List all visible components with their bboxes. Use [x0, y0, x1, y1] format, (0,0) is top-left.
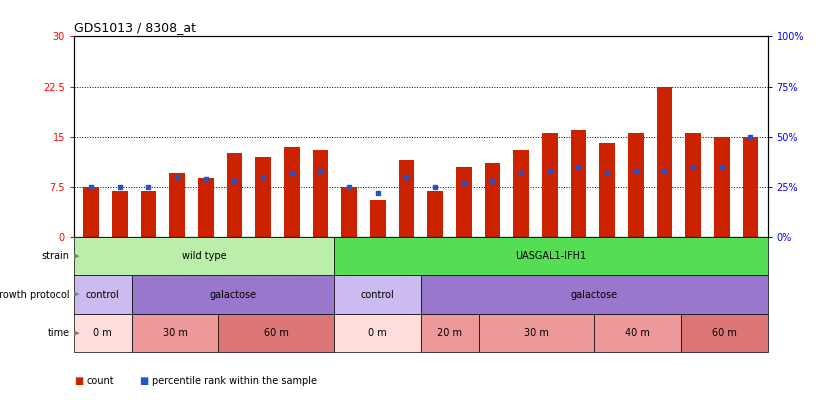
Text: 30 m: 30 m	[163, 328, 187, 338]
Bar	[479, 314, 594, 352]
Bar	[74, 314, 131, 352]
Point	[457, 179, 470, 186]
Point	[314, 168, 327, 174]
Bar	[421, 275, 768, 314]
Text: ▶: ▶	[72, 253, 80, 259]
Text: 60 m: 60 m	[264, 328, 289, 338]
Text: galactose: galactose	[571, 290, 617, 300]
Bar	[484, 164, 500, 237]
Text: percentile rank within the sample: percentile rank within the sample	[152, 376, 317, 386]
Point	[171, 173, 184, 180]
Point	[400, 173, 413, 180]
Text: count: count	[86, 376, 114, 386]
Bar	[714, 137, 730, 237]
Point	[342, 183, 355, 190]
Bar	[131, 275, 334, 314]
Bar	[342, 187, 357, 237]
Bar	[255, 157, 271, 237]
Point	[486, 177, 499, 184]
Text: control: control	[360, 290, 394, 300]
Bar	[218, 314, 334, 352]
Bar	[427, 192, 443, 237]
Bar	[284, 147, 300, 237]
Bar	[334, 275, 421, 314]
Point	[629, 168, 642, 174]
Text: strain: strain	[42, 251, 70, 261]
Bar	[571, 130, 586, 237]
Text: ■: ■	[74, 376, 83, 386]
Point	[600, 170, 613, 176]
Bar	[227, 153, 242, 237]
Bar	[657, 87, 672, 237]
Point	[113, 183, 126, 190]
Bar	[74, 237, 334, 275]
Bar	[513, 150, 529, 237]
Point	[572, 164, 585, 170]
Point	[515, 170, 528, 176]
Bar	[334, 237, 768, 275]
Point	[285, 170, 298, 176]
Bar	[370, 200, 386, 237]
Bar	[681, 314, 768, 352]
Point	[686, 164, 699, 170]
Bar	[686, 133, 701, 237]
Bar	[112, 192, 127, 237]
Bar	[131, 314, 218, 352]
Point	[256, 173, 269, 180]
Bar	[334, 314, 421, 352]
Bar	[456, 167, 471, 237]
Text: ▶: ▶	[72, 292, 80, 298]
Bar	[628, 133, 644, 237]
Text: galactose: galactose	[209, 290, 256, 300]
Point	[228, 177, 241, 184]
Bar	[542, 133, 557, 237]
Bar	[140, 192, 156, 237]
Point	[429, 183, 442, 190]
Text: 30 m: 30 m	[524, 328, 548, 338]
Text: ▶: ▶	[72, 330, 80, 336]
Point	[715, 164, 728, 170]
Bar	[169, 173, 185, 237]
Bar	[198, 178, 213, 237]
Point	[85, 183, 98, 190]
Bar	[398, 160, 415, 237]
Text: ■: ■	[140, 376, 149, 386]
Text: UASGAL1-IFH1: UASGAL1-IFH1	[516, 251, 586, 261]
Text: 60 m: 60 m	[712, 328, 736, 338]
Bar	[421, 314, 479, 352]
Text: wild type: wild type	[181, 251, 227, 261]
Point	[744, 134, 757, 140]
Text: 40 m: 40 m	[625, 328, 650, 338]
Bar	[594, 314, 681, 352]
Text: 0 m: 0 m	[368, 328, 387, 338]
Point	[544, 168, 557, 174]
Bar	[83, 187, 99, 237]
Text: GDS1013 / 8308_at: GDS1013 / 8308_at	[74, 21, 196, 34]
Text: time: time	[48, 328, 70, 338]
Text: growth protocol: growth protocol	[0, 290, 70, 300]
Point	[658, 168, 671, 174]
Point	[142, 183, 155, 190]
Point	[371, 190, 384, 196]
Text: 20 m: 20 m	[437, 328, 462, 338]
Point	[200, 175, 213, 182]
Bar	[599, 143, 615, 237]
Bar	[74, 275, 131, 314]
Text: control: control	[86, 290, 120, 300]
Bar	[742, 137, 759, 237]
Bar	[313, 150, 328, 237]
Text: 0 m: 0 m	[94, 328, 112, 338]
